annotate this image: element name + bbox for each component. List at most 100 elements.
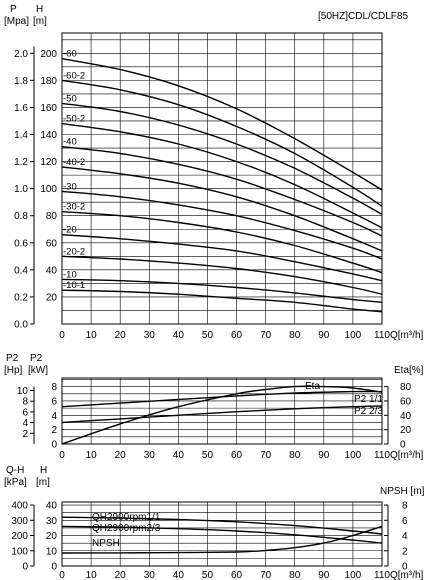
y-tick-label-mpa: 2.0 bbox=[14, 49, 28, 60]
y-tick-label-m: 80 bbox=[46, 211, 58, 222]
y-tick-label-m: 140 bbox=[40, 130, 57, 141]
y-tick-label-npsh: 8 bbox=[402, 501, 408, 512]
head-curve bbox=[61, 234, 383, 282]
chart-title: [50HZ]CDL/CDLF85 bbox=[318, 11, 408, 22]
y-axis-unit-npsh: NPSH [m] bbox=[380, 486, 425, 497]
x-tick-label: 30 bbox=[144, 450, 156, 461]
curve-label: -60 bbox=[63, 49, 77, 60]
y-tick-label-mpa: 0.2 bbox=[14, 292, 28, 303]
x-tick-label: 100 bbox=[345, 570, 362, 580]
y-tick-label-m: 60 bbox=[46, 238, 58, 249]
head-curve bbox=[61, 211, 383, 274]
y-tick-label-hp: 4 bbox=[22, 418, 28, 429]
y-tick-label-mpa: 0.4 bbox=[14, 265, 28, 276]
y-tick-label-npsh: 6 bbox=[402, 516, 408, 527]
x-tick-label: 100 bbox=[345, 450, 362, 461]
x-tick-label: 70 bbox=[260, 330, 272, 341]
head-curve bbox=[61, 146, 383, 237]
x-tick-label: 40 bbox=[173, 330, 185, 341]
y-tick-label-npsh: 4 bbox=[402, 531, 408, 542]
y-tick-label-mpa: 1.4 bbox=[14, 130, 28, 141]
y-tick-label-m: 40 bbox=[46, 501, 58, 512]
y-axis-unit-kw: [kW] bbox=[28, 365, 48, 376]
x-tick-label: 10 bbox=[86, 330, 98, 341]
y-axis-symbol-qh: Q-H bbox=[6, 465, 24, 476]
power-curve-full bbox=[61, 390, 383, 408]
y-tick-label-m: 40 bbox=[46, 265, 58, 276]
y-tick-label-m: 0 bbox=[51, 562, 57, 573]
curve-label: -40-2 bbox=[63, 157, 85, 168]
x-axis-label: Q[m³/h] bbox=[390, 330, 424, 341]
x-tick-label: 10 bbox=[86, 450, 98, 461]
y-axis-unit-kpa: [kPa] bbox=[4, 477, 27, 488]
y-tick-label-kw: 0 bbox=[51, 440, 57, 451]
curve-label: -20-2 bbox=[63, 246, 85, 257]
y-tick-label-hp: 6 bbox=[22, 407, 28, 418]
x-tick-label: 50 bbox=[202, 330, 214, 341]
x-axis-label: Q[m³/h] bbox=[390, 570, 424, 580]
head-curve bbox=[61, 166, 383, 252]
curve-label: -20 bbox=[63, 225, 77, 236]
x-tick-label: 0 bbox=[59, 450, 65, 461]
head-curve bbox=[61, 79, 383, 207]
y-tick-label-mpa: 1.0 bbox=[14, 184, 28, 195]
y-tick-label-kpa: 100 bbox=[11, 546, 28, 557]
x-tick-label: 70 bbox=[260, 450, 272, 461]
x-tick-label: 20 bbox=[115, 330, 127, 341]
y-tick-label-hp: 2 bbox=[22, 429, 28, 440]
y-tick-label-m: 160 bbox=[40, 103, 57, 114]
x-tick-label: 50 bbox=[202, 570, 214, 580]
y-tick-label-m: 20 bbox=[46, 292, 58, 303]
y-tick-label-hp: 10 bbox=[17, 386, 29, 397]
y-tick-label-m: 30 bbox=[46, 516, 58, 527]
y-tick-label-m: 200 bbox=[40, 49, 57, 60]
curve-label: -40 bbox=[63, 137, 77, 148]
x-tick-label: 80 bbox=[289, 450, 301, 461]
x-tick-label: 80 bbox=[289, 570, 301, 580]
x-tick-label: 10 bbox=[86, 570, 98, 580]
curve-label: -50 bbox=[63, 93, 77, 104]
y-axis-unit-mpa: [Mpa] bbox=[4, 16, 29, 27]
curve-label: -30 bbox=[63, 181, 77, 192]
curve-label-npsh: NPSH bbox=[92, 538, 120, 549]
y-axis-unit-m: [m] bbox=[33, 16, 47, 27]
x-tick-label: 80 bbox=[289, 330, 301, 341]
curve-label: -50-2 bbox=[63, 114, 85, 125]
head-curve bbox=[61, 123, 383, 229]
y-tick-label-m: 180 bbox=[40, 76, 57, 87]
head-curve bbox=[61, 255, 383, 295]
y-tick-label-eta: 0 bbox=[400, 440, 406, 451]
y-tick-label-mpa: 1.8 bbox=[14, 76, 28, 87]
y-axis-symbol-h: H bbox=[36, 4, 43, 15]
y-tick-label-eta: 80 bbox=[400, 382, 412, 393]
y-tick-label-kw: 8 bbox=[51, 382, 57, 393]
y-axis-unit-m: [m] bbox=[36, 477, 50, 488]
curve-label-qh-reduced: QH2900rpm2/3 bbox=[92, 523, 161, 534]
y-tick-label-kw: 6 bbox=[51, 396, 57, 407]
x-tick-label: 0 bbox=[59, 330, 65, 341]
x-tick-label: 110 bbox=[374, 570, 390, 580]
y-axis-symbol-p: P bbox=[10, 4, 17, 15]
x-tick-label: 30 bbox=[144, 330, 156, 341]
x-axis-label: Q[m³/h] bbox=[390, 450, 424, 461]
x-tick-label: 90 bbox=[318, 330, 330, 341]
y-axis-symbol-p2-hp: P2 bbox=[6, 353, 19, 364]
head-curve bbox=[61, 102, 383, 216]
head-curve bbox=[61, 190, 383, 260]
curve-label: -10-1 bbox=[63, 280, 85, 291]
y-tick-label-m: 20 bbox=[46, 531, 58, 542]
curve-label: -60-2 bbox=[63, 70, 85, 81]
curve-label: -30-2 bbox=[63, 202, 85, 213]
y-tick-label-mpa: 0.6 bbox=[14, 238, 28, 249]
curve-label-qh-full: QH2900rpm1/1 bbox=[92, 512, 161, 523]
y-tick-label-m: 10 bbox=[46, 546, 58, 557]
y-tick-label-kw: 4 bbox=[51, 411, 57, 422]
x-tick-label: 90 bbox=[318, 450, 330, 461]
x-tick-label: 20 bbox=[115, 450, 127, 461]
x-tick-label: 110 bbox=[374, 330, 390, 341]
x-tick-label: 50 bbox=[202, 450, 214, 461]
power-curve-reduced bbox=[61, 405, 383, 424]
plot-frame bbox=[61, 377, 383, 445]
head-chart: 0.0 0.2 0.4 0.6 0.8 1.0 1.2 1.4 1.6 1.8 2.0 20 40 60 8… bbox=[4, 4, 424, 341]
